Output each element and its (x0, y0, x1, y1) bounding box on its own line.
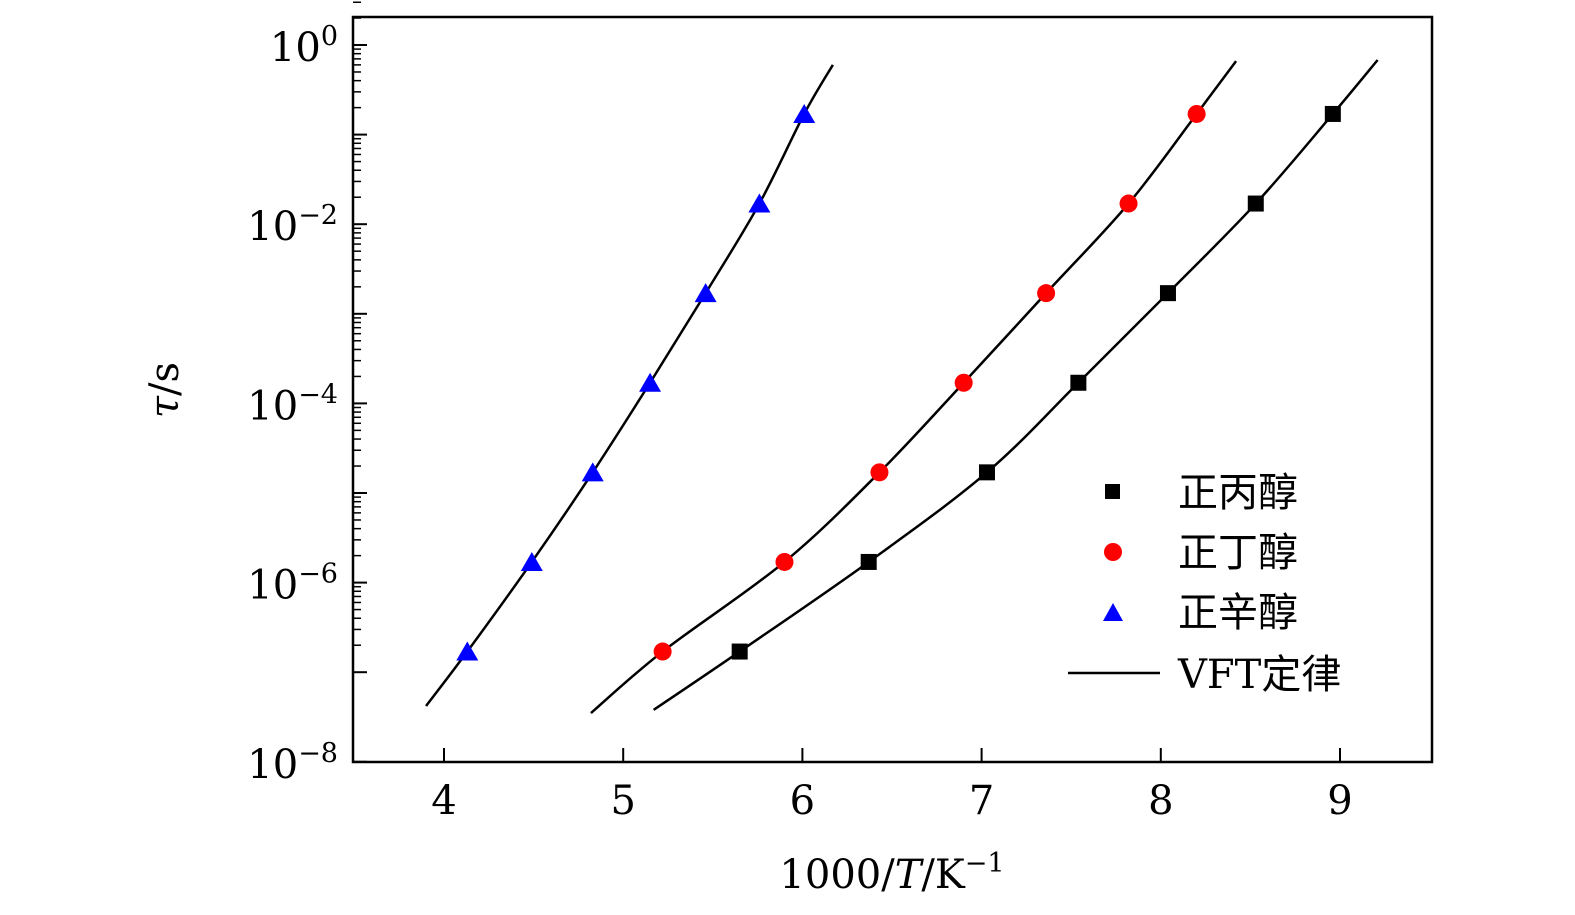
data-point-circle (1187, 104, 1206, 123)
data-points (456, 103, 1341, 661)
x-tick-label: 8 (1148, 778, 1173, 824)
data-point-square (978, 464, 995, 481)
x-tick-label: 6 (790, 778, 815, 824)
data-point-square (1324, 105, 1341, 122)
plot-frame (351, 15, 1434, 764)
data-point-square (860, 553, 877, 570)
x-tick-label: 7 (969, 778, 994, 824)
y-axis-title: τ/s (142, 362, 188, 418)
data-point-triangle (639, 372, 662, 392)
y-tick-label: 10−2 (247, 200, 338, 250)
data-point-circle (870, 463, 889, 482)
data-point-circle (1119, 194, 1138, 213)
y-tick-labels: 100 10−2 10−4 10−6 10−8 (247, 21, 338, 788)
legend-label-vft: VFT定律 (1177, 652, 1341, 698)
data-point-triangle (694, 283, 717, 303)
data-point-triangle (581, 462, 604, 482)
legend: 正丙醇 正丁醇 正辛醇 VFT定律 (1068, 470, 1341, 698)
legend-label-butanol: 正丁醇 (1178, 530, 1298, 576)
legend-marker-triangle (1103, 603, 1123, 621)
data-point-triangle (748, 193, 771, 213)
data-point-square (1159, 285, 1176, 302)
data-point-triangle (793, 103, 816, 123)
data-point-square (1070, 374, 1087, 391)
x-axis-title: 1000/T/K−1 (779, 848, 1004, 898)
data-point-circle (1037, 284, 1056, 303)
vft-fit-curve-1 (590, 60, 1238, 715)
legend-marker-circle (1104, 543, 1122, 561)
data-point-circle (954, 373, 973, 392)
y-tick-label: 10−6 (247, 559, 338, 609)
y-tick-label: 10−4 (247, 379, 338, 429)
x-tick-label: 9 (1327, 778, 1352, 824)
legend-marker-square (1105, 484, 1120, 499)
data-point-triangle (520, 551, 543, 571)
x-tick-labels: 4 5 6 7 8 9 (431, 778, 1352, 824)
legend-label-propanol: 正丙醇 (1178, 470, 1298, 516)
data-point-circle (653, 642, 672, 661)
x-tick-label: 4 (431, 778, 456, 824)
data-point-square (731, 643, 748, 660)
y-tick-label: 10−8 (247, 738, 338, 788)
axis-ticks (353, 1, 1341, 763)
x-tick-label: 5 (610, 778, 635, 824)
y-tick-label: 100 (270, 21, 338, 71)
data-point-triangle (456, 641, 479, 661)
data-point-circle (775, 552, 794, 571)
legend-label-octanol: 正辛醇 (1178, 590, 1298, 636)
vft-fit-curve-0 (652, 59, 1379, 711)
data-point-square (1247, 195, 1264, 212)
vft-fit-curve-2 (425, 64, 834, 707)
